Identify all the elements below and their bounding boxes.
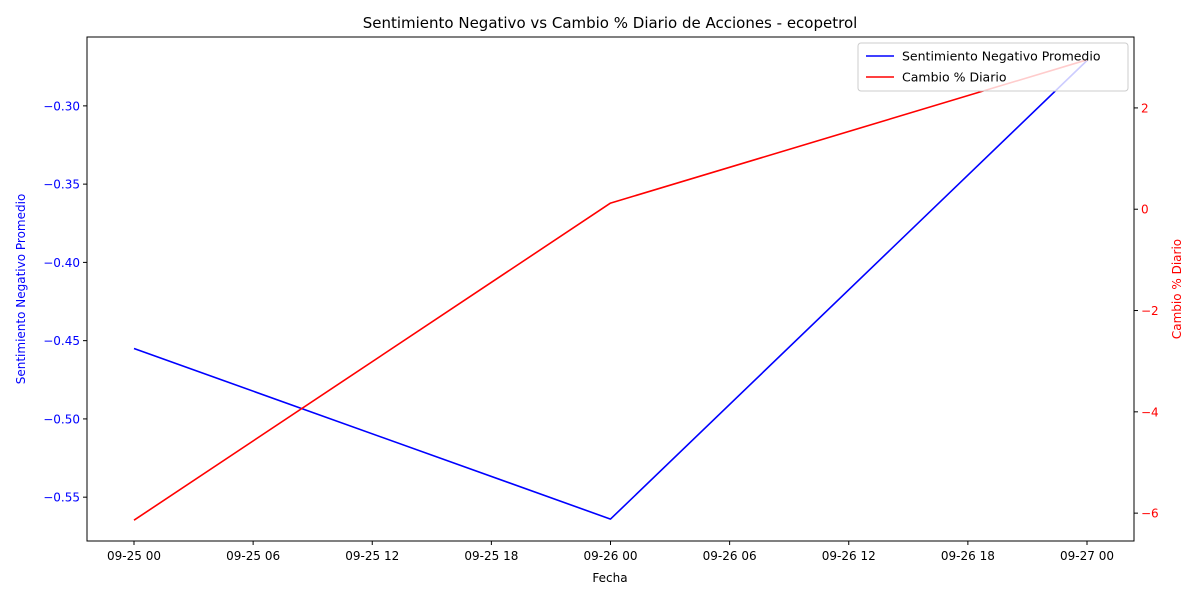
legend-label-sentiment: Sentimiento Negativo Promedio [902,49,1101,64]
plot-frame [86,36,1135,542]
chart-title: Sentimiento Negativo vs Cambio % Diario … [363,14,858,32]
plot-area [87,37,1134,541]
x-axis-ticks: 09-25 00 09-25 06 09-25 12 09-25 18 09-26 00… [107,541,1114,563]
legend-box [857,42,1129,92]
left-tick-label: −0.55 [43,491,80,505]
right-tick-label: 2 [1141,101,1149,115]
x-tick-label: 09-25 06 [226,549,280,563]
x-tick-label: 09-25 00 [107,549,161,563]
series-lines [133,59,1088,521]
left-tick-label: −0.50 [43,412,80,426]
x-tick-label: 09-26 00 [584,549,638,563]
legend: Sentimiento Negativo Promedio Cambio % D… [857,42,1129,92]
left-axis-ticks: −0.55 −0.50 −0.45 −0.40 −0.35 −0.30 [43,99,87,505]
left-tick-label: −0.45 [43,334,80,348]
right-axis-ticks: −6 −4 −2 0 2 [1134,101,1159,521]
right-tick-label: −2 [1141,304,1159,318]
left-tick-label: −0.30 [43,99,80,113]
sentiment-line [133,59,1088,520]
right-axis-label: Cambio % Diario [1170,239,1184,339]
x-tick-label: 09-27 00 [1060,549,1114,563]
x-tick-label: 09-26 06 [703,549,757,563]
left-tick-label: −0.35 [43,178,80,192]
x-tick-label: 09-25 12 [345,549,399,563]
x-tick-label: 09-26 12 [822,549,876,563]
right-tick-label: −6 [1141,507,1159,521]
x-tick-label: 09-25 18 [464,549,518,563]
daily-change-line [133,59,1088,521]
legend-label-change: Cambio % Diario [902,70,1006,85]
x-axis-label: Fecha [592,571,627,585]
left-axis-label: Sentimiento Negativo Promedio [14,194,28,385]
left-tick-label: −0.40 [43,256,80,270]
right-tick-label: 0 [1141,203,1149,217]
right-tick-label: −4 [1141,405,1159,419]
x-tick-label: 09-26 18 [941,549,995,563]
